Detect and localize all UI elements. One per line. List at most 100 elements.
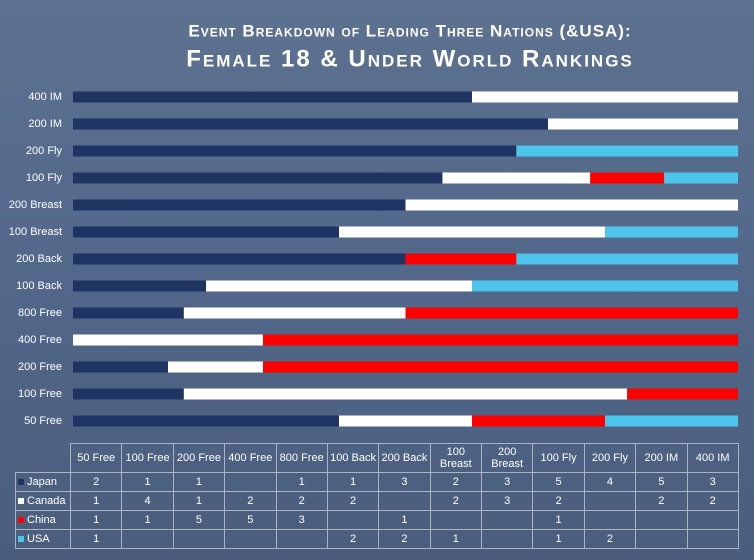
data-cell: 5 <box>532 472 585 492</box>
header-cell: 100 Back <box>326 443 380 473</box>
header-cell: 800 Free <box>275 443 328 473</box>
data-cell: 2 <box>69 472 123 492</box>
data-row: USA 1 2 2 1 1 2 <box>15 529 739 549</box>
y-tick-label: 50 Free <box>24 415 62 427</box>
bar-segment <box>263 334 738 346</box>
corner-cell <box>16 444 71 473</box>
bar-segment <box>472 280 738 292</box>
data-cell: 1 <box>326 472 380 492</box>
data-cell <box>121 529 174 549</box>
data-cell <box>172 529 226 549</box>
y-tick-label: 400 IM <box>28 91 62 103</box>
legend-label: USA <box>27 533 50 545</box>
data-cell: 3 <box>480 491 534 511</box>
bar-segment <box>339 226 605 238</box>
bar-segment <box>472 91 738 103</box>
header-cell: 100 Fly <box>532 443 585 473</box>
header-cell: 400 Free <box>224 443 277 473</box>
bar-segment <box>472 415 605 427</box>
y-tick-label: 200 Back <box>16 253 62 265</box>
legend-key <box>18 479 24 486</box>
data-cell <box>275 529 328 549</box>
bar-segment <box>548 118 738 130</box>
data-cell: 1 <box>121 472 174 492</box>
data-cell: 1 <box>69 529 123 549</box>
data-cell: 3 <box>480 472 534 492</box>
header-cell: 200 Back <box>378 443 431 473</box>
bar-segment <box>73 226 339 238</box>
series-label: Japan <box>15 472 71 492</box>
data-cell: 2 <box>583 529 637 549</box>
data-cell: 4 <box>121 491 174 511</box>
bar-segment <box>405 199 738 211</box>
data-cell: 2 <box>635 491 688 511</box>
data-cell <box>635 510 688 530</box>
data-row: Canada 1 4 1 2 2 2 2 3 2 2 2 <box>15 491 739 511</box>
data-cell: 3 <box>686 472 739 492</box>
y-tick-label: 100 Free <box>18 388 62 400</box>
bar-segment <box>516 145 738 157</box>
bar-segment <box>605 415 738 427</box>
data-cell: 1 <box>275 472 328 492</box>
data-cell: 4 <box>583 472 637 492</box>
y-tick-label: 800 Free <box>18 307 62 319</box>
data-cell: 1 <box>429 529 483 549</box>
bar-segment <box>516 253 738 265</box>
data-cell: 5 <box>635 472 688 492</box>
bar-segment <box>405 307 738 319</box>
data-cell <box>583 510 637 530</box>
header-cell: 100 Breast <box>429 443 483 473</box>
data-cell: 1 <box>172 491 226 511</box>
data-cell: 2 <box>378 529 431 549</box>
legend-key <box>18 498 24 505</box>
data-cell <box>326 510 380 530</box>
data-cell <box>635 529 688 549</box>
data-cell: 2 <box>429 472 483 492</box>
series-label: China <box>15 510 71 530</box>
bar-segment <box>605 226 738 238</box>
header-cell: 400 IM <box>686 443 739 473</box>
data-cell: 1 <box>172 472 226 492</box>
data-cell: 1 <box>69 491 123 511</box>
data-cell <box>480 529 534 549</box>
chart-title: Event Breakdown of Leading Three Nations… <box>188 21 631 40</box>
data-cell: 2 <box>275 491 328 511</box>
data-cell <box>429 510 483 530</box>
data-cell: 1 <box>532 510 585 530</box>
header-cell: 200 Fly <box>583 443 637 473</box>
bar-segment <box>263 361 738 373</box>
bar-segment <box>73 118 548 130</box>
y-tick-label: 400 Free <box>18 334 62 346</box>
header-cell: 200 Free <box>172 443 226 473</box>
bar-segment <box>183 388 628 400</box>
header-cell: 200 Breast <box>480 443 534 473</box>
data-cell: 2 <box>326 529 380 549</box>
bar-segment <box>442 172 591 184</box>
data-cell: 2 <box>326 491 380 511</box>
data-cell <box>686 510 739 530</box>
y-tick-label: 200 IM <box>28 118 62 130</box>
bar-segment <box>183 307 406 319</box>
data-cell: 3 <box>275 510 328 530</box>
bar-segment <box>405 253 517 265</box>
bar-segment <box>627 388 738 400</box>
legend-key <box>18 517 24 524</box>
bar-segment <box>73 334 263 346</box>
bar-segment <box>73 172 443 184</box>
data-cell <box>224 472 277 492</box>
bar-segment <box>206 280 472 292</box>
bar-segment <box>73 388 184 400</box>
bar-segment <box>73 145 517 157</box>
data-cell: 1 <box>69 510 123 530</box>
data-cell <box>686 529 739 549</box>
data-cell: 2 <box>532 491 585 511</box>
header-cell: 50 Free <box>69 443 123 473</box>
legend-key <box>18 536 24 543</box>
data-cell: 3 <box>378 472 431 492</box>
legend-label: China <box>27 514 56 526</box>
bar-segment <box>73 91 472 103</box>
series-label: Canada <box>15 491 71 511</box>
data-cell: 5 <box>172 510 226 530</box>
y-tick-label: 200 Breast <box>9 199 62 211</box>
bar-segment <box>73 280 206 292</box>
